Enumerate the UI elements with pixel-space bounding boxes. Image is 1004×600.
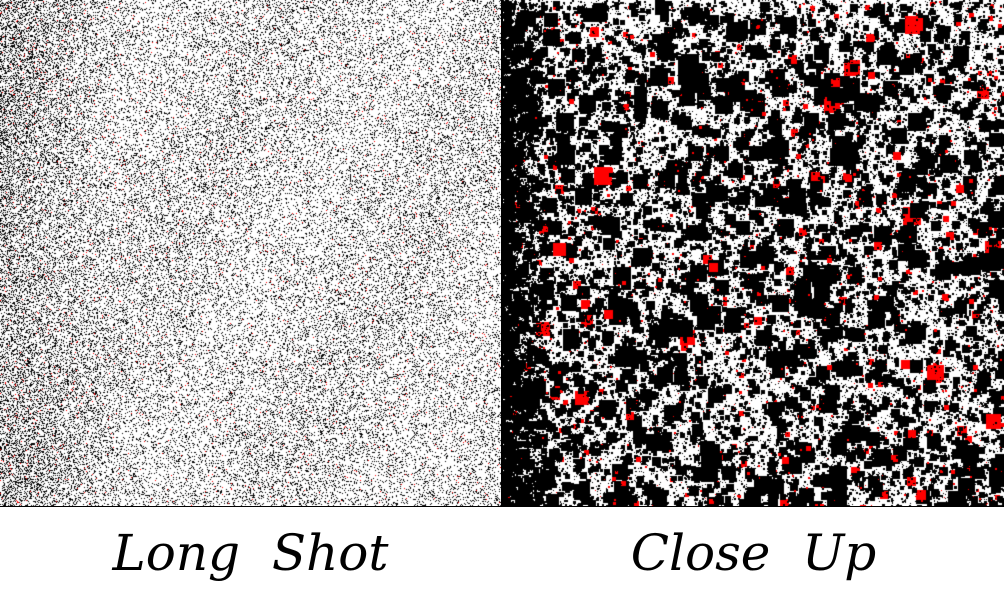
bottom-border [0, 506, 1004, 507]
long-shot-caption: Long Shot [112, 524, 389, 582]
close-up-noise-image [503, 0, 1004, 507]
long-shot-noise-image [0, 0, 501, 507]
close-up-caption: Close Up [630, 524, 877, 582]
long-shot-panel [0, 0, 501, 507]
close-up-panel [503, 0, 1004, 507]
panel-divider [501, 0, 503, 507]
